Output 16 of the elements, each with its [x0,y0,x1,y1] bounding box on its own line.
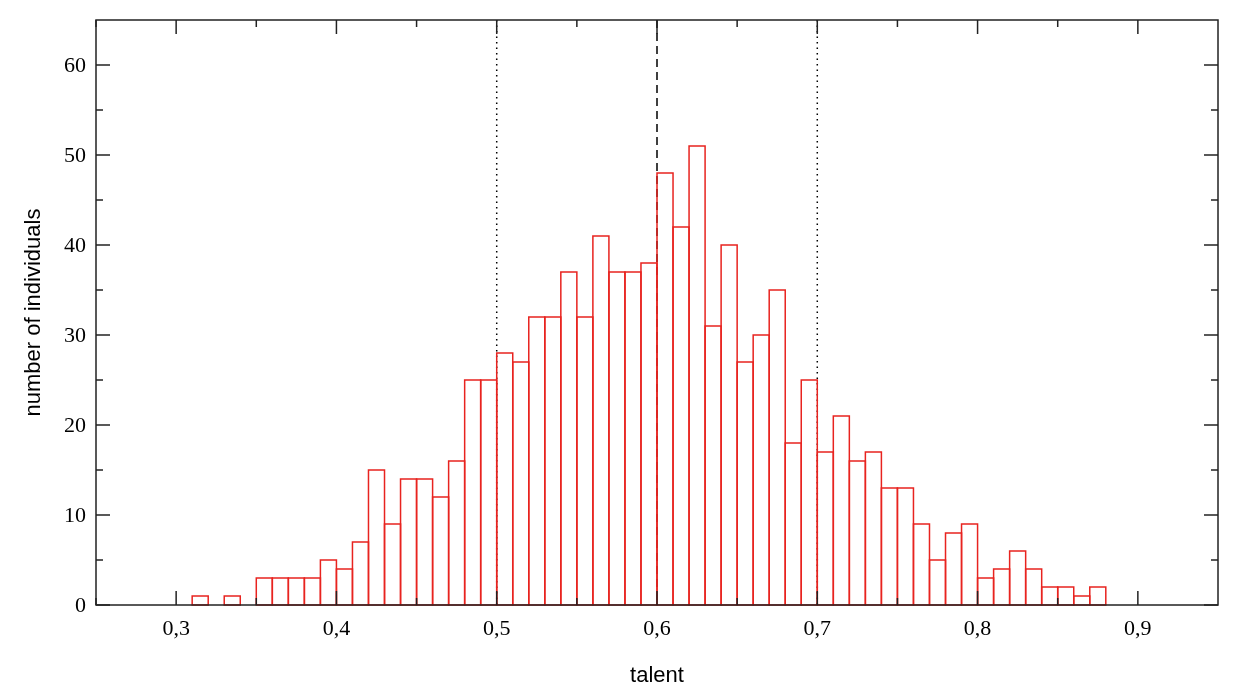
y-axis-title: number of individuals [20,208,45,417]
y-tick-label: 0 [75,592,86,617]
x-tick-label: 0,5 [482,615,511,640]
x-tick-label: 0,6 [643,615,671,640]
y-tick-label: 50 [64,142,86,167]
y-tick-label: 60 [64,52,86,77]
y-tick-label: 20 [64,412,86,437]
y-tick-label: 40 [64,232,86,257]
y-tick-label: 10 [64,502,86,527]
x-tick-label: 0,4 [322,615,351,640]
x-tick-label: 0,9 [1124,615,1152,640]
x-tick-label: 0,3 [162,615,190,640]
x-axis-title: talent [630,662,684,687]
x-tick-label: 0,7 [803,615,832,640]
x-tick-label: 0,8 [963,615,992,640]
y-tick-label: 30 [64,322,86,347]
